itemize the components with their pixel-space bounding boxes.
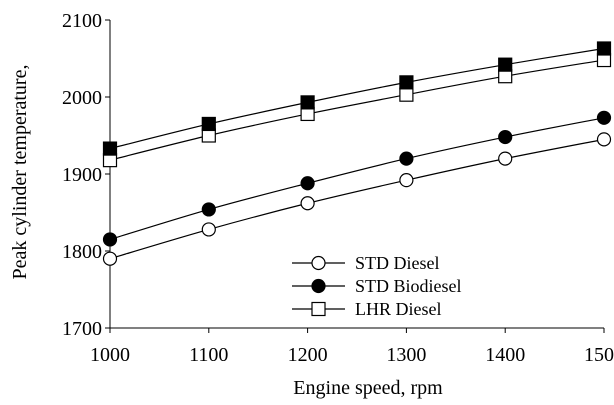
y-tick-label: 2000 — [62, 87, 102, 109]
data-point — [596, 41, 612, 56]
data-point — [596, 110, 612, 125]
legend-item: STD Biodiesel — [292, 276, 462, 296]
data-point — [596, 132, 612, 147]
legend-label: STD Diesel — [355, 253, 440, 273]
legend-marker — [311, 278, 326, 294]
axes: 1700 1800 1900 2000 2100 1000 1100 1200 1300 1400… — [62, 10, 614, 366]
y-tick-label: 1800 — [62, 241, 102, 263]
series-line — [109, 138, 605, 260]
legend-label: LHR Diesel — [355, 299, 441, 319]
data-point — [102, 251, 118, 266]
legend-item: STD Diesel — [292, 253, 440, 273]
x-tick-label: 1300 — [386, 344, 426, 366]
series-line — [109, 47, 605, 150]
data-point — [201, 116, 216, 132]
data-point — [399, 151, 414, 166]
data-point — [399, 173, 414, 188]
data-point — [498, 129, 513, 145]
data-point — [102, 232, 118, 247]
x-tick-label: 1000 — [90, 344, 130, 366]
data-point — [399, 87, 414, 102]
series-3 — [102, 41, 612, 156]
y-tick-label: 1900 — [62, 164, 102, 186]
y-tick-label: 2100 — [62, 10, 102, 32]
series-line — [109, 59, 605, 161]
x-tick-label: 1400 — [485, 344, 525, 366]
legend-label: STD Biodiesel — [355, 276, 462, 296]
legend-item: LHR Diesel — [292, 299, 441, 319]
y-axis-label: Peak cylinder temperature, — [9, 65, 31, 280]
x-axis-label: Engine speed, rpm — [293, 377, 443, 399]
legend: STD Diesel STD Biodiesel LHR Diesel — [292, 253, 462, 319]
data-point — [102, 141, 118, 156]
data-point — [201, 222, 216, 237]
data-point — [300, 196, 315, 211]
data-point — [300, 95, 315, 110]
data-point — [300, 176, 315, 191]
data-point — [201, 202, 216, 217]
data-point — [498, 151, 513, 166]
data-point — [498, 57, 513, 72]
legend-marker — [311, 255, 326, 271]
series-1 — [102, 110, 612, 247]
series-layer — [102, 41, 612, 266]
x-tick-label: 1100 — [189, 344, 228, 366]
series-line — [109, 117, 605, 241]
legend-marker — [311, 301, 326, 317]
y-tick-label: 1700 — [62, 318, 102, 340]
x-tick-label: 1200 — [288, 344, 328, 366]
series-0 — [102, 132, 612, 266]
data-point — [399, 75, 414, 90]
x-tick-label: 1500 — [584, 344, 614, 366]
series-2 — [102, 52, 612, 168]
